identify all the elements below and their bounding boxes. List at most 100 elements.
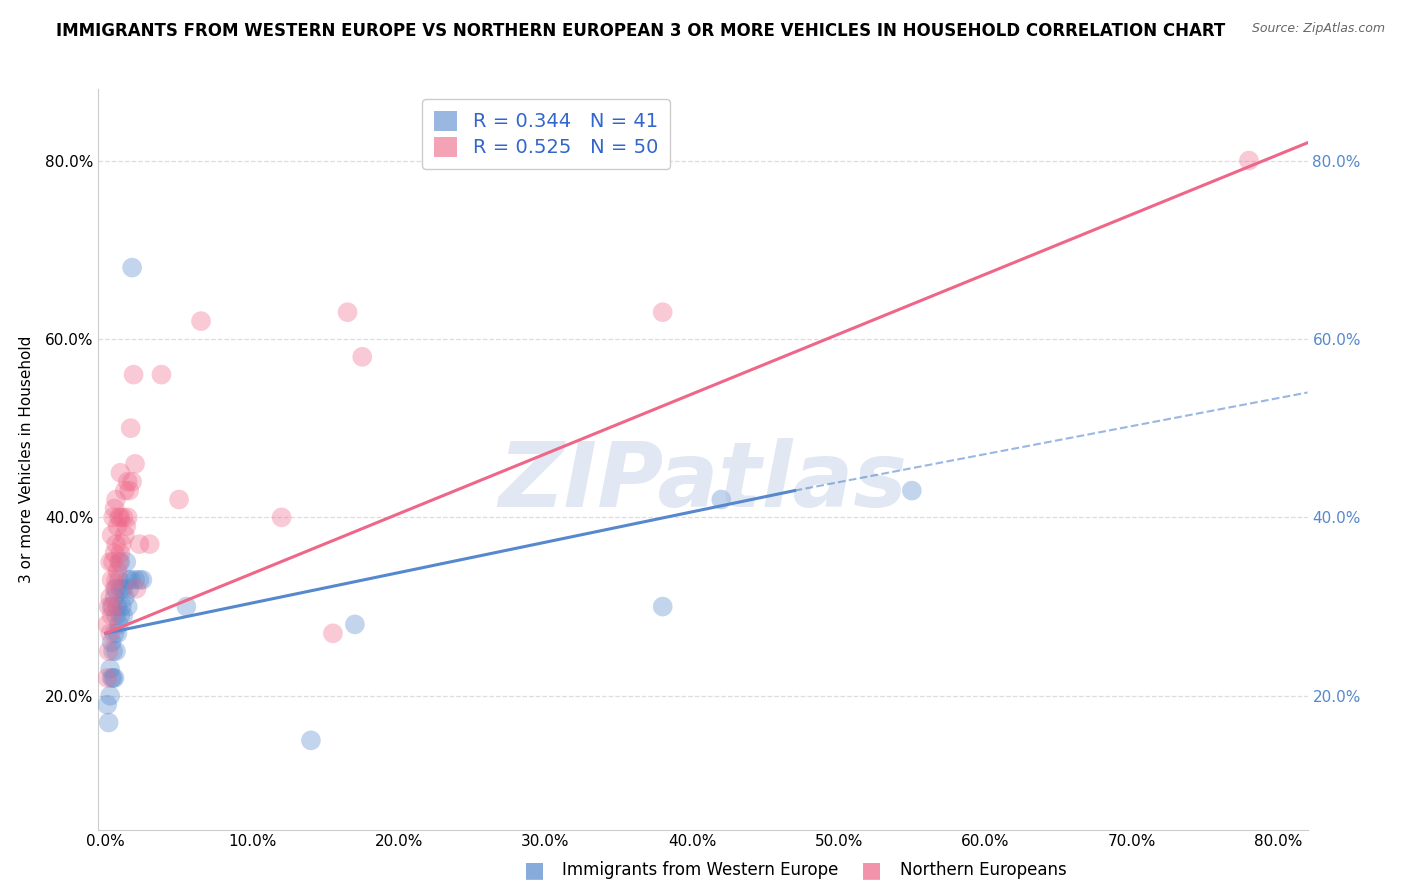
Point <box>167 492 190 507</box>
Point <box>117 510 139 524</box>
Point <box>98 555 121 569</box>
Point <box>100 608 122 623</box>
Point <box>98 626 121 640</box>
Point <box>103 626 125 640</box>
Text: Immigrants from Western Europe: Immigrants from Western Europe <box>562 861 839 879</box>
Point <box>111 537 134 551</box>
Point <box>105 492 128 507</box>
Point <box>105 537 128 551</box>
Point <box>121 475 143 489</box>
Point <box>115 519 138 533</box>
Point <box>98 689 121 703</box>
Point <box>100 635 122 649</box>
Point <box>105 608 128 623</box>
Point <box>98 591 121 605</box>
Point <box>299 733 322 747</box>
Point <box>105 644 128 658</box>
Point <box>96 698 118 712</box>
Point <box>97 644 120 658</box>
Point <box>270 510 292 524</box>
Point <box>100 573 122 587</box>
Point <box>110 608 132 623</box>
Point <box>110 582 132 596</box>
Text: Northern Europeans: Northern Europeans <box>900 861 1067 879</box>
Point <box>110 546 132 560</box>
Point <box>110 510 132 524</box>
Point <box>100 599 122 614</box>
Point <box>114 528 136 542</box>
Text: ■: ■ <box>862 860 882 880</box>
Point <box>114 483 136 498</box>
Point <box>108 573 131 587</box>
Point <box>103 546 125 560</box>
Point <box>120 421 142 435</box>
Point <box>100 671 122 685</box>
Point <box>125 582 148 596</box>
Point <box>176 599 198 614</box>
Point <box>128 573 150 587</box>
Point <box>108 617 131 632</box>
Point <box>322 626 344 640</box>
Point <box>114 591 136 605</box>
Point <box>710 492 733 507</box>
Point <box>651 305 673 319</box>
Y-axis label: 3 or more Vehicles in Household: 3 or more Vehicles in Household <box>18 335 34 583</box>
Point <box>101 555 124 569</box>
Point <box>190 314 212 328</box>
Point <box>336 305 359 319</box>
Point <box>117 573 139 587</box>
Point <box>112 582 135 596</box>
Point <box>112 608 135 623</box>
Text: ■: ■ <box>524 860 544 880</box>
Point <box>352 350 374 364</box>
Point <box>108 555 131 569</box>
Point <box>107 599 129 614</box>
Point <box>124 457 146 471</box>
Point <box>651 599 673 614</box>
Point <box>121 260 143 275</box>
Point <box>112 510 135 524</box>
Point <box>101 671 124 685</box>
Point <box>122 368 145 382</box>
Point <box>111 599 134 614</box>
Point <box>1237 153 1260 168</box>
Point <box>124 573 146 587</box>
Point <box>118 483 141 498</box>
Text: Source: ZipAtlas.com: Source: ZipAtlas.com <box>1251 22 1385 36</box>
Point <box>103 591 125 605</box>
Point <box>97 715 120 730</box>
Point <box>343 617 366 632</box>
Point <box>98 662 121 676</box>
Point <box>101 599 124 614</box>
Point <box>96 617 118 632</box>
Point <box>96 671 118 685</box>
Point <box>105 573 128 587</box>
Text: ZIPatlas: ZIPatlas <box>499 438 907 525</box>
Point <box>128 537 150 551</box>
Point <box>110 555 132 569</box>
Point <box>103 582 125 596</box>
Point <box>117 599 139 614</box>
Point <box>118 582 141 596</box>
Point <box>115 555 138 569</box>
Point <box>110 466 132 480</box>
Point <box>100 528 122 542</box>
Point <box>107 564 129 578</box>
Point <box>107 519 129 533</box>
Point <box>101 644 124 658</box>
Point <box>150 368 173 382</box>
Point <box>101 510 124 524</box>
Point <box>131 573 153 587</box>
Point <box>108 510 131 524</box>
Point <box>97 599 120 614</box>
Text: IMMIGRANTS FROM WESTERN EUROPE VS NORTHERN EUROPEAN 3 OR MORE VEHICLES IN HOUSEH: IMMIGRANTS FROM WESTERN EUROPE VS NORTHE… <box>56 22 1226 40</box>
Point <box>107 626 129 640</box>
Point <box>103 671 125 685</box>
Point <box>103 501 125 516</box>
Point <box>117 475 139 489</box>
Point <box>120 573 142 587</box>
Point <box>138 537 160 551</box>
Legend: R = 0.344   N = 41, R = 0.525   N = 50: R = 0.344 N = 41, R = 0.525 N = 50 <box>422 99 669 169</box>
Point <box>105 582 128 596</box>
Point <box>901 483 924 498</box>
